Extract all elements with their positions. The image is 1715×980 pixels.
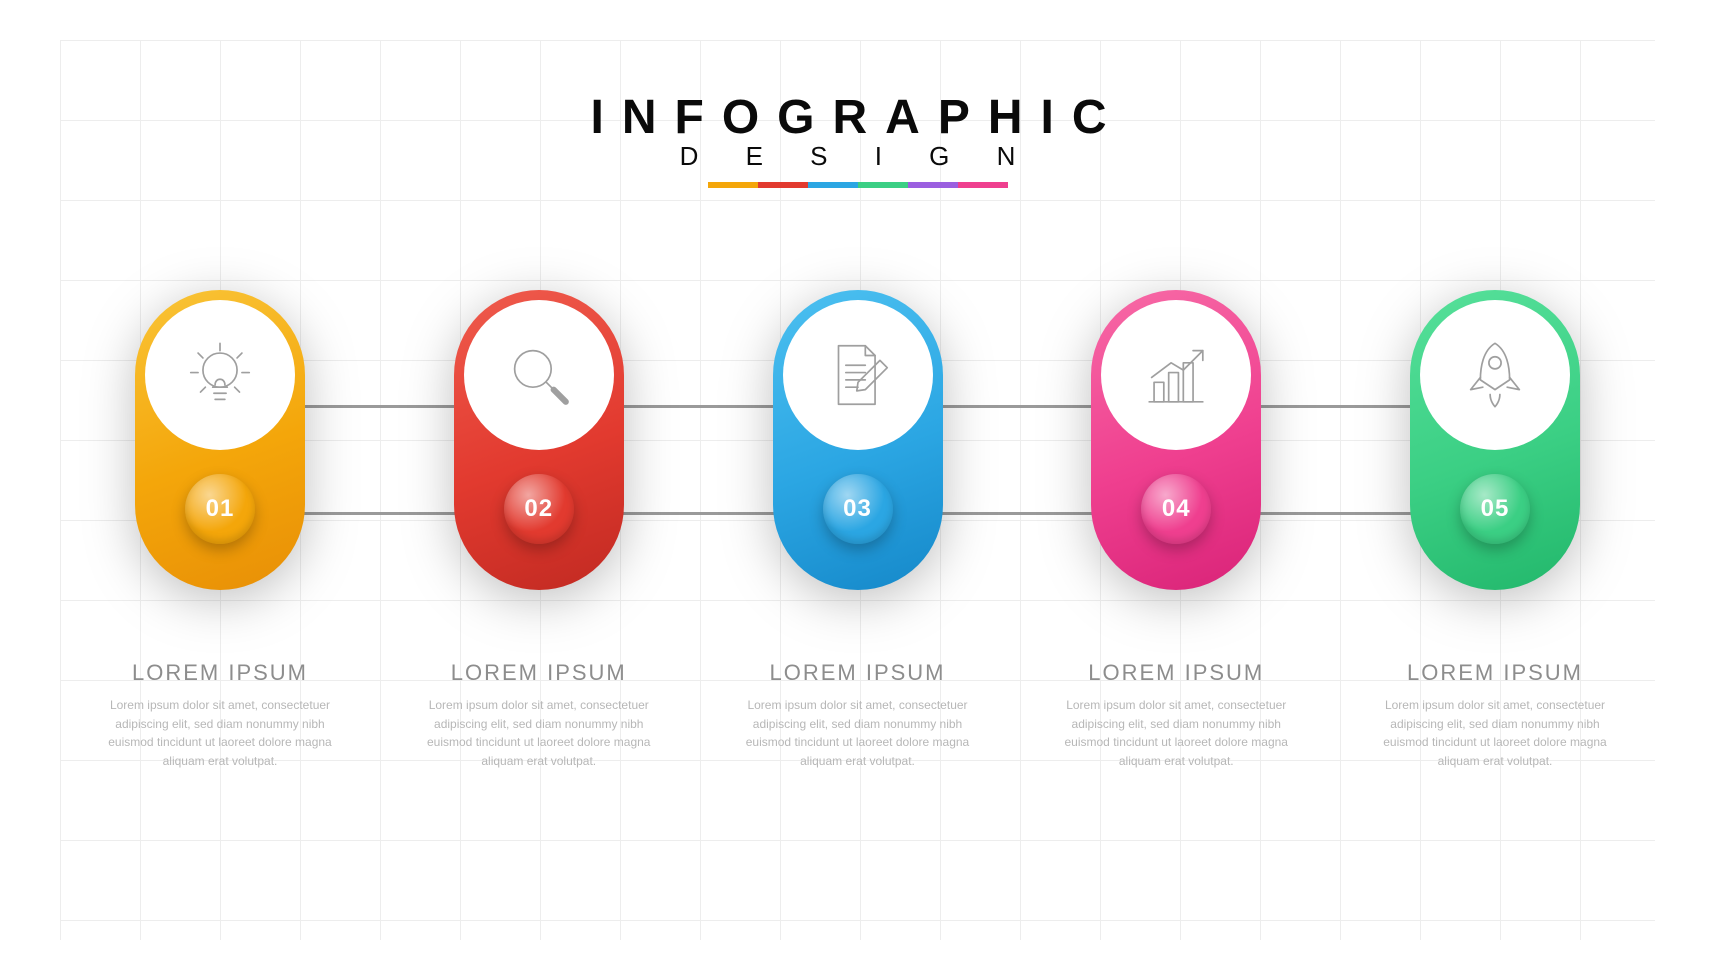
step-number-badge: 04	[1141, 474, 1211, 544]
step-01: 01	[80, 290, 360, 590]
pill-02: 02	[454, 290, 624, 590]
caption-body: Lorem ipsum dolor sit amet, consectetuer…	[1036, 696, 1316, 770]
step-number-badge: 03	[823, 474, 893, 544]
pill-05: 05	[1410, 290, 1580, 590]
step-02: 02	[399, 290, 679, 590]
pill-01: 01	[135, 290, 305, 590]
caption-title: LOREM IPSUM	[718, 660, 998, 686]
caption-title: LOREM IPSUM	[80, 660, 360, 686]
caption-title: LOREM IPSUM	[1355, 660, 1635, 686]
step-number-badge: 01	[185, 474, 255, 544]
lightbulb-icon	[145, 300, 295, 450]
step-05: 05	[1355, 290, 1635, 590]
header: INFOGRAPHIC D E S I G N	[0, 90, 1715, 188]
caption-title: LOREM IPSUM	[1036, 660, 1316, 686]
step-03: 03	[718, 290, 998, 590]
steps-stage: 01 02 03 04 05	[0, 290, 1715, 630]
pill-03: 03	[773, 290, 943, 590]
bar-chart-arrow-icon	[1101, 300, 1251, 450]
step-04: 04	[1036, 290, 1316, 590]
captions-row: LOREM IPSUM Lorem ipsum dolor sit amet, …	[80, 660, 1635, 770]
subtitle: D E S I G N	[0, 141, 1715, 172]
step-number-badge: 02	[504, 474, 574, 544]
title-underline	[708, 182, 1008, 188]
caption-body: Lorem ipsum dolor sit amet, consectetuer…	[80, 696, 360, 770]
main-title: INFOGRAPHIC	[0, 90, 1715, 145]
magnifier-icon	[464, 300, 614, 450]
caption-01: LOREM IPSUM Lorem ipsum dolor sit amet, …	[80, 660, 360, 770]
caption-03: LOREM IPSUM Lorem ipsum dolor sit amet, …	[718, 660, 998, 770]
rocket-icon	[1420, 300, 1570, 450]
pill-04: 04	[1091, 290, 1261, 590]
step-number-badge: 05	[1460, 474, 1530, 544]
caption-02: LOREM IPSUM Lorem ipsum dolor sit amet, …	[399, 660, 679, 770]
document-pencil-icon	[783, 300, 933, 450]
caption-05: LOREM IPSUM Lorem ipsum dolor sit amet, …	[1355, 660, 1635, 770]
caption-04: LOREM IPSUM Lorem ipsum dolor sit amet, …	[1036, 660, 1316, 770]
caption-body: Lorem ipsum dolor sit amet, consectetuer…	[1355, 696, 1635, 770]
caption-body: Lorem ipsum dolor sit amet, consectetuer…	[399, 696, 679, 770]
caption-title: LOREM IPSUM	[399, 660, 679, 686]
steps-row: 01 02 03 04 05	[80, 290, 1635, 590]
caption-body: Lorem ipsum dolor sit amet, consectetuer…	[718, 696, 998, 770]
